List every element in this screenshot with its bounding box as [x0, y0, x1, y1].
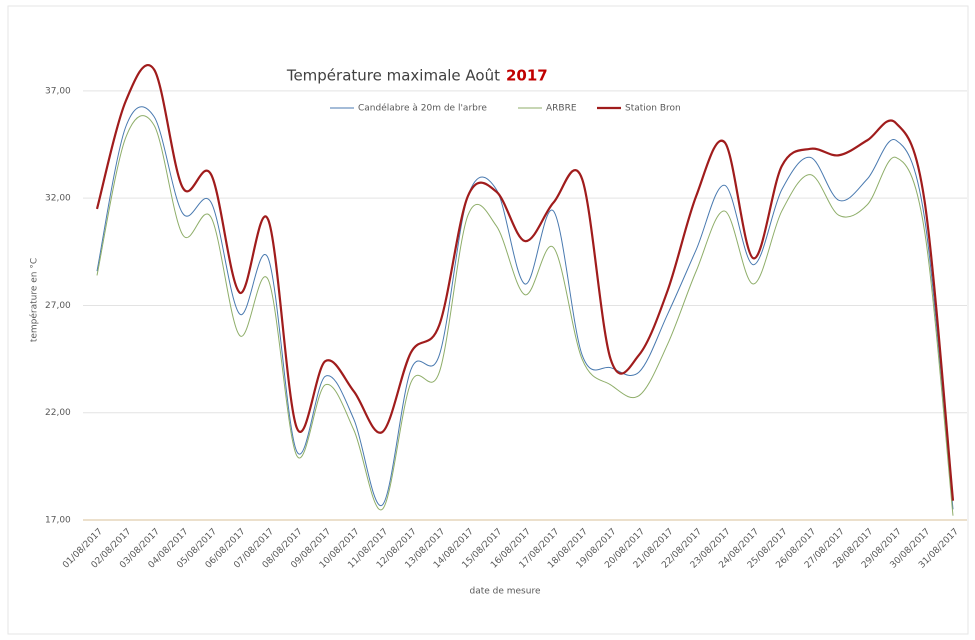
legend-label: Station Bron: [625, 104, 681, 114]
chart-frame: [7, 5, 969, 635]
line-series: [95, 63, 955, 501]
y-tick-label: 17,00: [45, 516, 71, 526]
y-tick-label: 27,00: [45, 301, 71, 311]
chart-title-year: 2017: [506, 67, 548, 85]
y-tick-label: 37,00: [45, 86, 71, 96]
legend-label: Candélabre à 20m de l'arbre: [358, 103, 487, 114]
y-tick-label: 22,00: [45, 408, 71, 418]
legend-label: ARBRE: [546, 104, 577, 114]
chart-title: Température maximale Août: [286, 67, 500, 85]
line-series: [96, 106, 954, 510]
line-series: [96, 115, 954, 516]
y-axis-label: température en °C: [29, 258, 40, 342]
x-axis-label: date de mesure: [469, 587, 540, 597]
y-tick-label: 32,00: [45, 194, 71, 204]
